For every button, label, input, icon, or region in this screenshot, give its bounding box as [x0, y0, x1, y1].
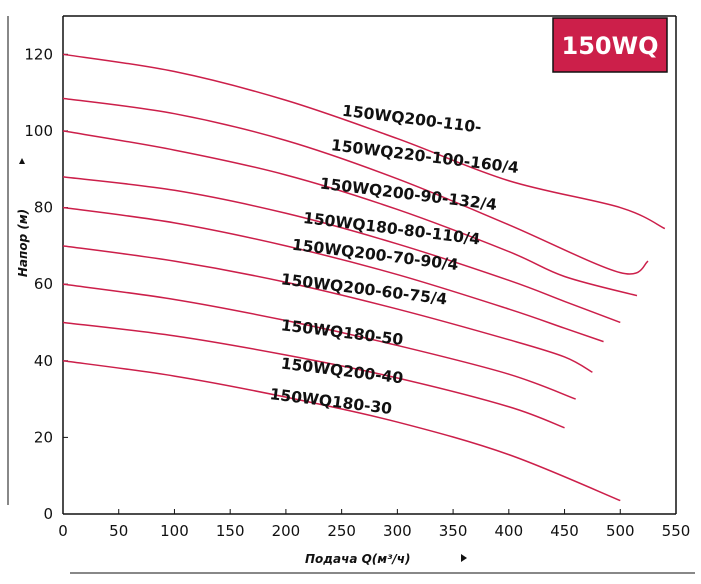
- curve-label: 150WQ180-30: [269, 385, 393, 418]
- curve-150wq220-100-160-4: [62, 97, 649, 275]
- curve-label: 150WQ180-50: [280, 316, 404, 349]
- curve-150wq180-50: [62, 283, 576, 400]
- y-tick-label: 100: [24, 122, 53, 140]
- curve-150wq180-80-110-4: [62, 176, 621, 324]
- x-ticks: 0 50 100 150 200 250 300 350 400 450 500 550: [58, 509, 690, 540]
- y-tick-label: 60: [34, 275, 53, 293]
- x-tick-label: 200: [272, 522, 301, 540]
- x-tick-label: 350: [439, 522, 468, 540]
- curve-150wq200-110: [62, 53, 666, 230]
- x-axis-title: Подача Q(м³/ч): [305, 552, 410, 566]
- curves: [62, 53, 666, 502]
- x-tick-label: 300: [383, 522, 412, 540]
- curve-150wq200-60-75-4: [62, 245, 593, 373]
- x-tick-label: 550: [662, 522, 691, 540]
- y-tick-label: 120: [24, 45, 53, 63]
- x-axis-arrow-icon: [461, 554, 467, 562]
- curve-label: 150WQ200-110-: [341, 102, 482, 137]
- x-tick-label: 400: [494, 522, 523, 540]
- y-axis-arrow-icon: [19, 158, 25, 164]
- model-badge-box: [552, 17, 668, 73]
- y-axis-title-group: Напор (м): [16, 209, 30, 277]
- x-tick-label: 500: [606, 522, 635, 540]
- x-tick-label: 250: [327, 522, 356, 540]
- curve-150wq200-70-90-4: [62, 206, 604, 343]
- y-tick-label: 80: [34, 199, 53, 217]
- axes: 0 50 100 150 200 250 300 350 400 450 500 550 0 20 40 6…: [7, 15, 695, 574]
- curve-label: 150WQ220-100-160/4: [330, 136, 520, 177]
- x-tick-label: 0: [58, 522, 68, 540]
- curve-label: 150WQ200-40: [280, 355, 404, 388]
- curve-150wq180-30: [62, 360, 621, 502]
- model-badge-label: 150WQ: [562, 32, 659, 60]
- y-tick-label: 20: [34, 428, 53, 446]
- curve-150wq200-40: [62, 321, 565, 429]
- x-tick-label: 50: [109, 522, 128, 540]
- y-tick-label: 0: [43, 505, 53, 523]
- curve-labels: 150WQ200-110-150WQ220-100-160/4150WQ200-…: [269, 102, 520, 418]
- curve-150wq200-90-132-4: [62, 130, 638, 297]
- x-tick-label: 100: [160, 522, 189, 540]
- y-ticks: 0 20 40 60 80 100 120: [24, 45, 68, 523]
- x-tick-label: 150: [216, 522, 245, 540]
- curve-label: 150WQ200-60-75/4: [280, 270, 449, 308]
- curve-label: 150WQ200-90-132/4: [319, 174, 498, 214]
- y-axis-title: Напор (м): [16, 209, 30, 277]
- x-tick-label: 450: [550, 522, 579, 540]
- model-badge: 150WQ: [552, 17, 668, 73]
- y-tick-label: 40: [34, 352, 53, 370]
